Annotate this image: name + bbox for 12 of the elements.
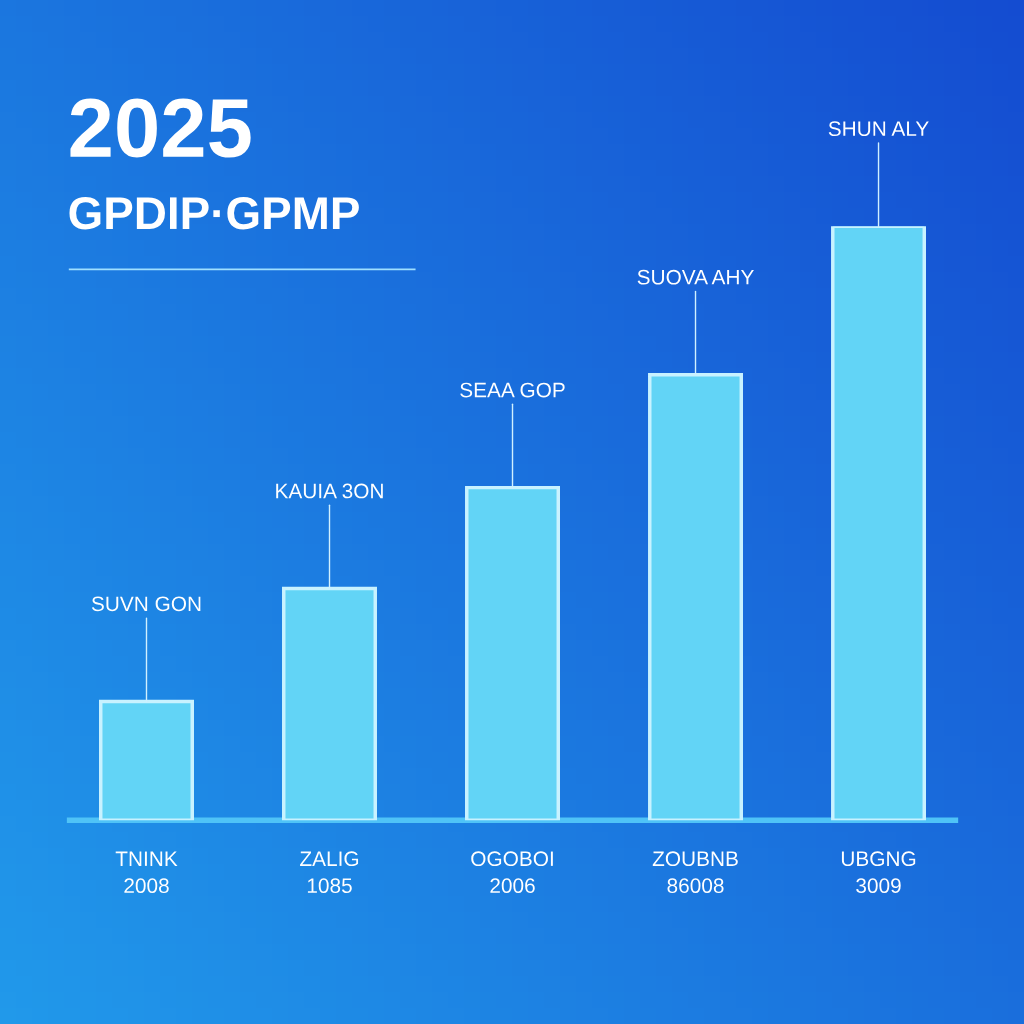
x-tick-label: OGOBOI 2006: [471, 851, 553, 894]
annotation: SEAA GOP: [460, 382, 565, 398]
x-tick-label: TNINK 2008: [115, 851, 178, 894]
annotation: SUVN GON: [91, 596, 201, 612]
annotation: SUOVA AHY: [637, 269, 754, 285]
annotation: KAUIA 3ON: [276, 483, 383, 499]
annotation: SHUN ALY: [828, 121, 929, 137]
x-tick-label: ZOUBNB 86008: [652, 851, 738, 894]
chart-title: 2025: [70, 98, 251, 158]
x-tick-label: UBGNG 3009: [841, 851, 916, 894]
chart-subtitle: GPDIP·GPMP: [69, 196, 359, 230]
x-tick-label: ZALIG 1085: [300, 851, 359, 894]
